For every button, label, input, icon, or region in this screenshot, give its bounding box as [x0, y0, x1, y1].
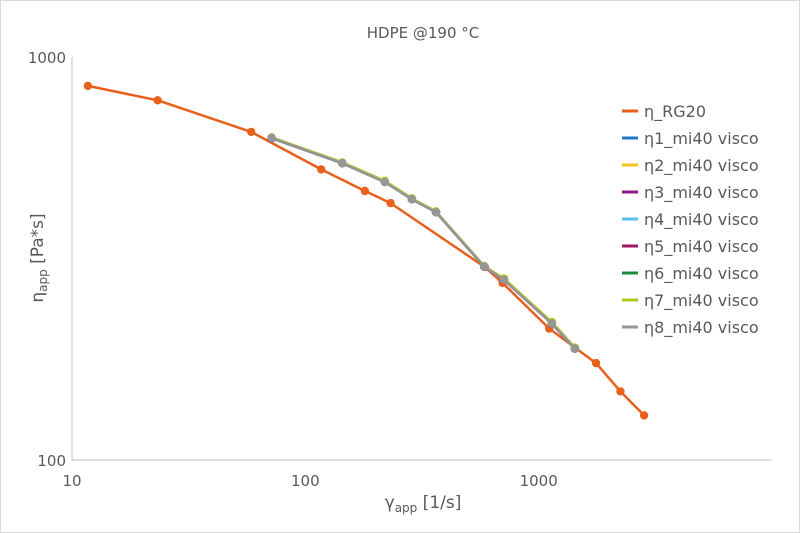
legend-label: η4_mi40 visco — [644, 210, 759, 230]
y-axis-label-main: η — [28, 292, 48, 303]
legend: η_RG20 η1_mi40 visco η2_mi40 visco η3_mi40 … — [622, 102, 759, 338]
data-point — [83, 81, 93, 91]
x-axis-label-unit: [1/s] — [417, 493, 461, 513]
legend-label: η7_mi40 visco — [644, 291, 759, 311]
legend-item: η2_mi40 visco — [622, 156, 759, 176]
legend-label: η8_mi40 visco — [644, 318, 759, 338]
legend-item: η4_mi40 visco — [622, 210, 759, 230]
x-tick-label: 10 — [62, 472, 81, 490]
y-tick-label: 100 — [37, 452, 66, 470]
legend-item: η6_mi40 visco — [622, 264, 759, 284]
x-axis-label-sub: app — [395, 501, 418, 515]
data-point — [153, 96, 162, 105]
data-point — [317, 165, 326, 174]
data-point — [570, 344, 580, 353]
data-point — [480, 262, 489, 271]
x-tick-label: 1000 — [520, 472, 558, 490]
x-tick-label: 100 — [291, 472, 320, 490]
data-point — [639, 411, 649, 420]
data-point — [267, 133, 276, 143]
legend-label: η_RG20 — [644, 102, 706, 122]
data-point — [338, 159, 347, 168]
y-axis-label-unit: [Pa*s] — [28, 213, 48, 269]
legend-item: η5_mi40 visco — [622, 237, 759, 257]
legend-item: η3_mi40 visco — [622, 183, 759, 203]
legend-item: η7_mi40 visco — [622, 291, 759, 311]
y-tick-label: 1000 — [28, 49, 66, 67]
data-point — [547, 319, 557, 328]
legend-label: η5_mi40 visco — [644, 237, 759, 257]
y-axis-label: ηapp [Pa*s] — [28, 213, 50, 302]
legend-label: η6_mi40 visco — [644, 264, 759, 284]
series-0 — [83, 81, 649, 420]
legend-item: η1_mi40 visco — [622, 129, 759, 149]
y-axis-label-sub: app — [36, 269, 50, 292]
x-axis-label-main: γ — [385, 493, 395, 513]
data-point — [591, 358, 601, 368]
data-point — [386, 198, 395, 208]
data-point — [616, 387, 625, 396]
plot-series — [83, 81, 649, 420]
data-point — [431, 208, 441, 217]
data-point — [407, 194, 416, 204]
data-point — [380, 178, 389, 187]
tick-labels: 10 100 1000 100 1000 — [28, 49, 558, 490]
legend-label: η2_mi40 visco — [644, 156, 759, 176]
legend-label: η3_mi40 visco — [644, 183, 759, 203]
legend-item: η8_mi40 visco — [622, 318, 759, 338]
data-point — [247, 127, 256, 137]
legend-label: η1_mi40 visco — [644, 129, 759, 149]
series-8 — [267, 133, 580, 353]
axes — [71, 57, 772, 461]
series-line — [87, 84, 645, 417]
x-axis-label: γapp [1/s] — [385, 493, 462, 515]
data-point — [499, 275, 509, 284]
legend-item: η_RG20 — [622, 102, 706, 122]
data-point — [360, 186, 370, 196]
chart-title: HDPE @190 °C — [367, 24, 480, 42]
